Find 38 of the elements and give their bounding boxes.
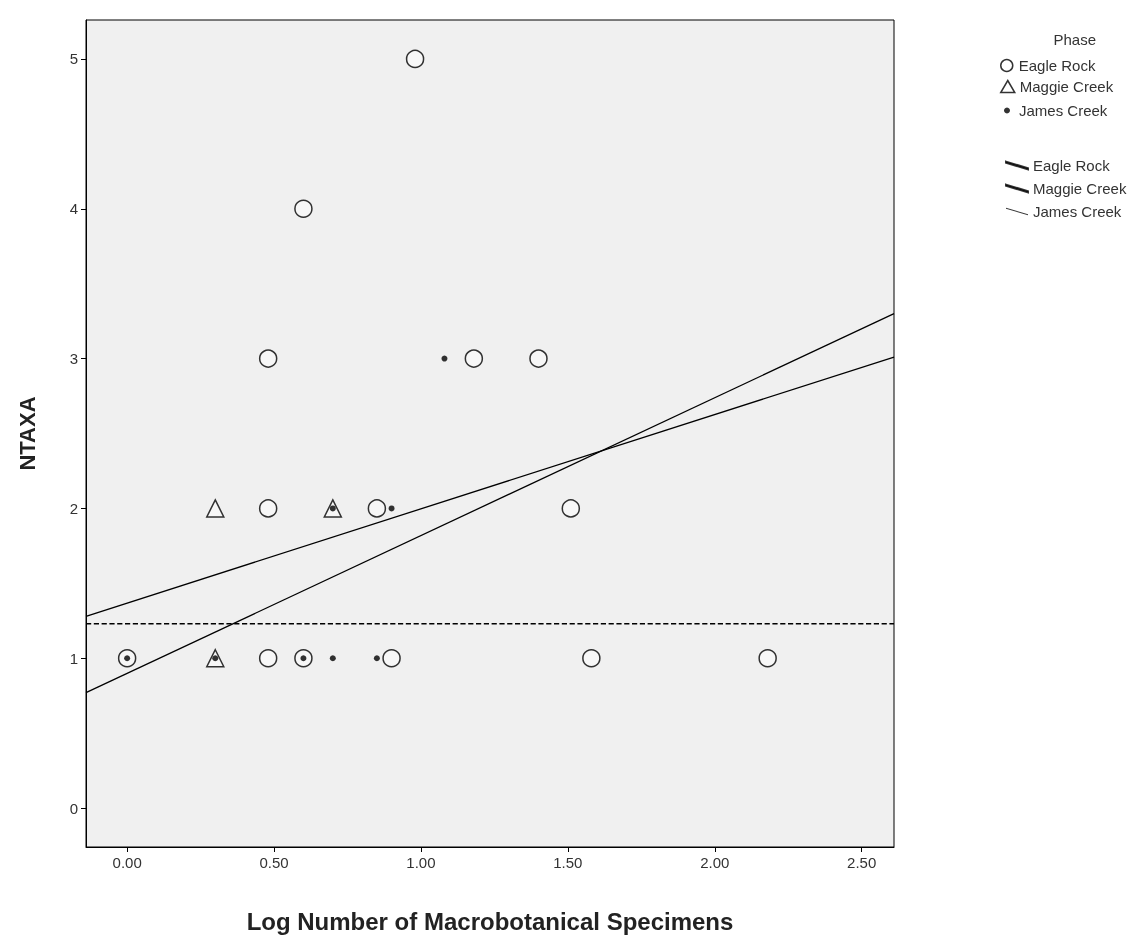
legend-label: Eagle Rock — [1018, 57, 1096, 74]
x-tick-label: 1.00 — [406, 854, 436, 871]
legend-label: Eagle Rock — [1033, 157, 1111, 174]
y-tick-label: 2 — [69, 499, 78, 517]
x-tick-label: 2.00 — [700, 854, 730, 871]
point — [258, 349, 278, 368]
x-tick-label: 0.00 — [112, 854, 142, 871]
y-tick-label: 5 — [69, 50, 78, 68]
x-tick-label: 0.50 — [259, 854, 289, 871]
y-tick-label: 1 — [69, 649, 78, 667]
legend-label: James Creek — [1019, 102, 1108, 119]
legend-label: James Creek — [1033, 203, 1122, 220]
point — [464, 349, 484, 368]
point — [388, 505, 395, 512]
point — [258, 648, 278, 668]
point — [529, 349, 548, 368]
point — [441, 355, 448, 362]
y-axis-title: NTAXA — [14, 396, 40, 471]
point — [258, 499, 278, 518]
point — [561, 499, 581, 518]
x-tick-label: 1.50 — [553, 854, 583, 871]
legend-label: Maggie Creek — [1019, 78, 1114, 95]
y-tick-label: 4 — [69, 200, 78, 218]
point — [405, 49, 425, 69]
point — [382, 648, 401, 668]
x-tick-label: 2.50 — [847, 854, 877, 871]
point — [294, 199, 313, 219]
point — [373, 655, 380, 662]
point — [758, 648, 777, 668]
y-tick-label: 0 — [69, 799, 78, 817]
point — [329, 655, 336, 662]
legend-label: Maggie Creek — [1033, 180, 1127, 197]
point — [367, 499, 387, 518]
legend-title: Phase — [1053, 31, 1097, 48]
y-tick-label: 3 — [69, 350, 78, 368]
x-axis-title: Log Number of Macrobotanical Specimens — [246, 907, 734, 935]
point — [582, 648, 601, 668]
point — [206, 499, 225, 518]
